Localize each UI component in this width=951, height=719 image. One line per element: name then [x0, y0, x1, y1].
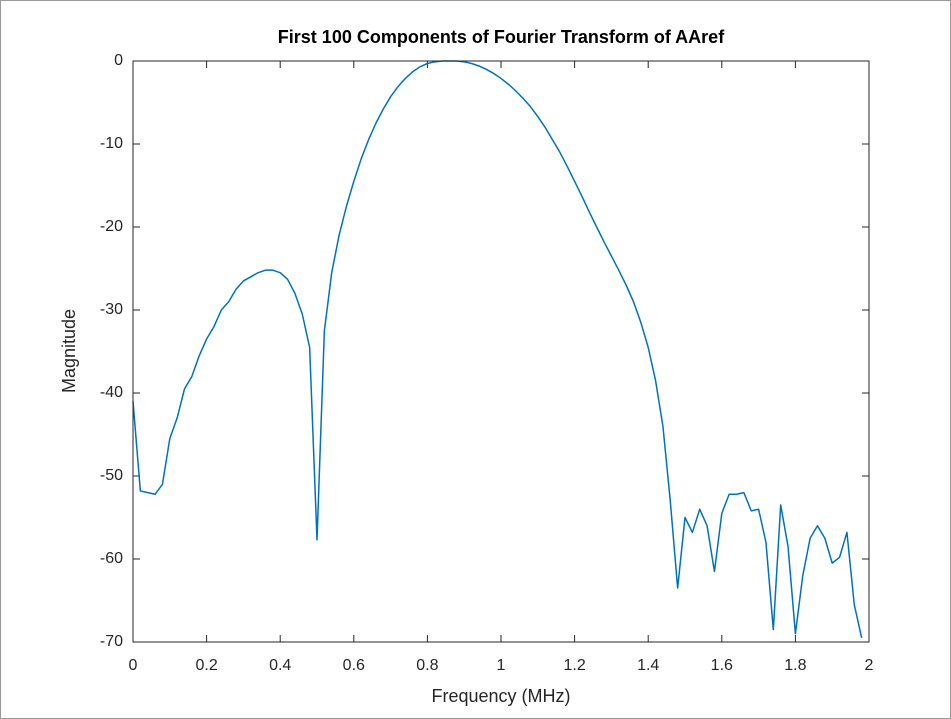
x-tick-label: 1.2	[563, 657, 585, 674]
y-tick-label: 0	[114, 52, 123, 69]
y-tick-label: -40	[100, 384, 123, 401]
axes-box	[132, 60, 870, 643]
x-tick-label: 0	[129, 657, 138, 674]
plot-area	[133, 61, 869, 642]
x-tick-label: 1.8	[784, 657, 806, 674]
x-tick-label: 1	[497, 657, 506, 674]
y-tick-label: -30	[100, 301, 123, 318]
y-tick-label: -10	[100, 135, 123, 152]
x-tick-label: 0.6	[343, 657, 365, 674]
line-series	[132, 60, 863, 639]
y-tick-label: -70	[100, 633, 123, 650]
chart-title: First 100 Components of Fourier Transfor…	[278, 27, 725, 47]
x-tick-label: 2	[865, 657, 874, 674]
x-axis-label: Frequency (MHz)	[431, 686, 570, 706]
x-tick-label: 0.4	[269, 657, 291, 674]
x-tick-label: 1.4	[637, 657, 659, 674]
y-tick-label: -60	[100, 550, 123, 567]
y-axis-label: Magnitude	[59, 309, 79, 393]
y-tick-label: -20	[100, 218, 123, 235]
x-tick-label: 0.8	[416, 657, 438, 674]
x-tick-label: 0.2	[195, 657, 217, 674]
y-tick-label: -50	[100, 467, 123, 484]
x-tick-label: 1.6	[711, 657, 733, 674]
